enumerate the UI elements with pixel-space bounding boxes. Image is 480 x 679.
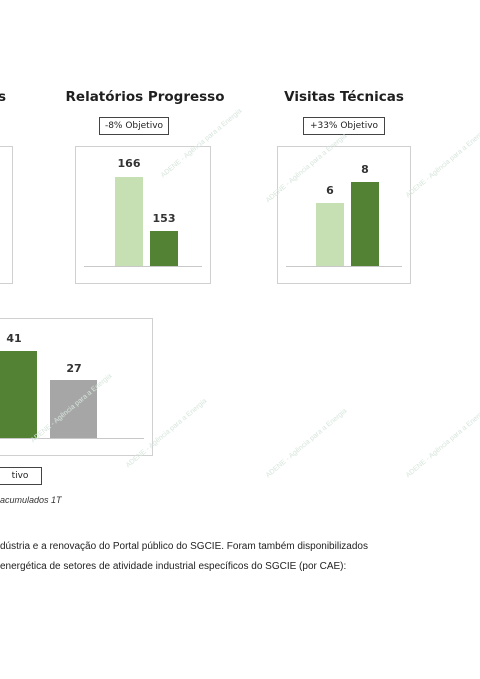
data-label-relatorios-1: 166	[117, 157, 141, 170]
bar-bottom-1	[0, 351, 37, 438]
bar-bottom-2	[50, 380, 97, 438]
chart-plot-partial	[0, 146, 13, 284]
chart-plot-relatorios: 166 153	[75, 146, 211, 284]
data-label-visitas-1: 6	[326, 184, 334, 197]
chart-plot-visitas: 6 8	[277, 146, 411, 284]
bar-visitas-2	[351, 182, 379, 266]
chart-title-relatorios: Relatórios Progresso	[65, 89, 225, 105]
watermark: ADENE - Agência para a Energia	[404, 127, 480, 200]
data-label-bottom-2: 27	[66, 362, 82, 375]
body-text-line-2: energética de setores de atividade indus…	[0, 561, 347, 572]
bar-relatorios-2	[150, 231, 178, 266]
figure-caption: acumulados 1T	[0, 495, 62, 505]
bar-relatorios-1	[115, 177, 143, 266]
objective-badge-relatorios: -8% Objetivo	[99, 117, 169, 135]
chart-title-visitas: Visitas Técnicas	[284, 89, 404, 105]
chart-title-partial: s	[0, 89, 7, 105]
chart-plot-bottom: 41 27	[0, 318, 153, 456]
objective-badge-visitas: +33% Objetivo	[303, 117, 385, 135]
watermark: ADENE - Agência para a Energia	[404, 407, 480, 480]
bar-visitas-1	[316, 203, 344, 266]
data-label-bottom-1: 41	[6, 332, 22, 345]
objective-badge-bottom: tivo	[0, 467, 42, 485]
data-label-visitas-2: 8	[361, 163, 369, 176]
watermark: ADENE - Agência para a Energia	[264, 407, 349, 480]
data-label-relatorios-2: 153	[152, 212, 176, 225]
body-text-line-1: dústria e a renovação do Portal público …	[0, 541, 368, 552]
